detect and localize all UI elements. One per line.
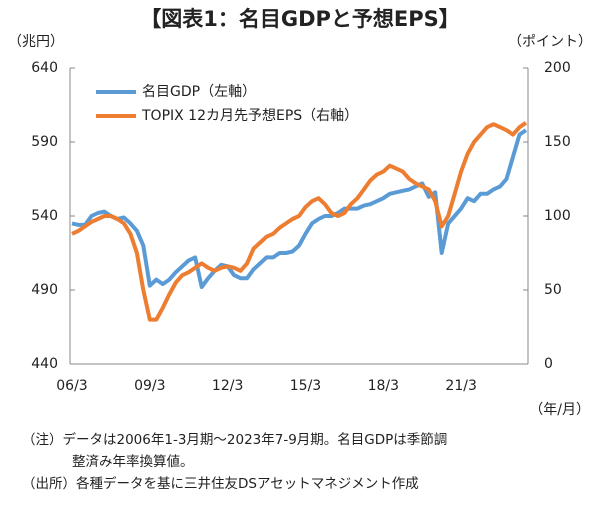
- y-tick-label: 490: [31, 282, 58, 298]
- data-line: [71, 121, 528, 322]
- x-tick-label: 15/3: [290, 378, 321, 394]
- x-axis-label: （年/月）: [529, 402, 590, 418]
- y-tick-label: 440: [31, 356, 58, 372]
- y2-tick-label: 0: [544, 356, 553, 372]
- x-tick-label: 06/3: [56, 378, 87, 394]
- note: （注）データは2006年1-3月期～2023年7-9月期。名目GDPは季節調: [22, 431, 447, 448]
- note: （出所）各種データを基に三井住友DSアセットマネジメント作成: [22, 475, 419, 492]
- legend-label: 名目GDP（左軸）: [142, 84, 256, 100]
- data-line: [71, 128, 528, 289]
- legend-label: TOPIX 12カ月先予想EPS（右軸）: [141, 108, 358, 124]
- note: 整済み年率換算値。: [72, 453, 194, 470]
- y2-tick-label: 200: [544, 60, 571, 76]
- y2-axis-label: （ポイント）: [508, 34, 592, 50]
- y2-tick-label: 50: [544, 282, 562, 298]
- chart-title: 【図表1：名目GDPと予想EPS】: [140, 7, 460, 31]
- y-tick-label: 540: [31, 208, 58, 224]
- y-axis-label: （兆円）: [8, 34, 64, 50]
- y2-tick-label: 150: [544, 134, 571, 150]
- y2-tick-label: 100: [544, 208, 571, 224]
- x-tick-label: 21/3: [445, 378, 476, 394]
- y-tick-label: 590: [31, 134, 58, 150]
- x-tick-label: 12/3: [212, 378, 243, 394]
- x-tick-label: 09/3: [134, 378, 165, 394]
- x-tick-label: 18/3: [368, 378, 399, 394]
- y-tick-label: 640: [31, 60, 58, 76]
